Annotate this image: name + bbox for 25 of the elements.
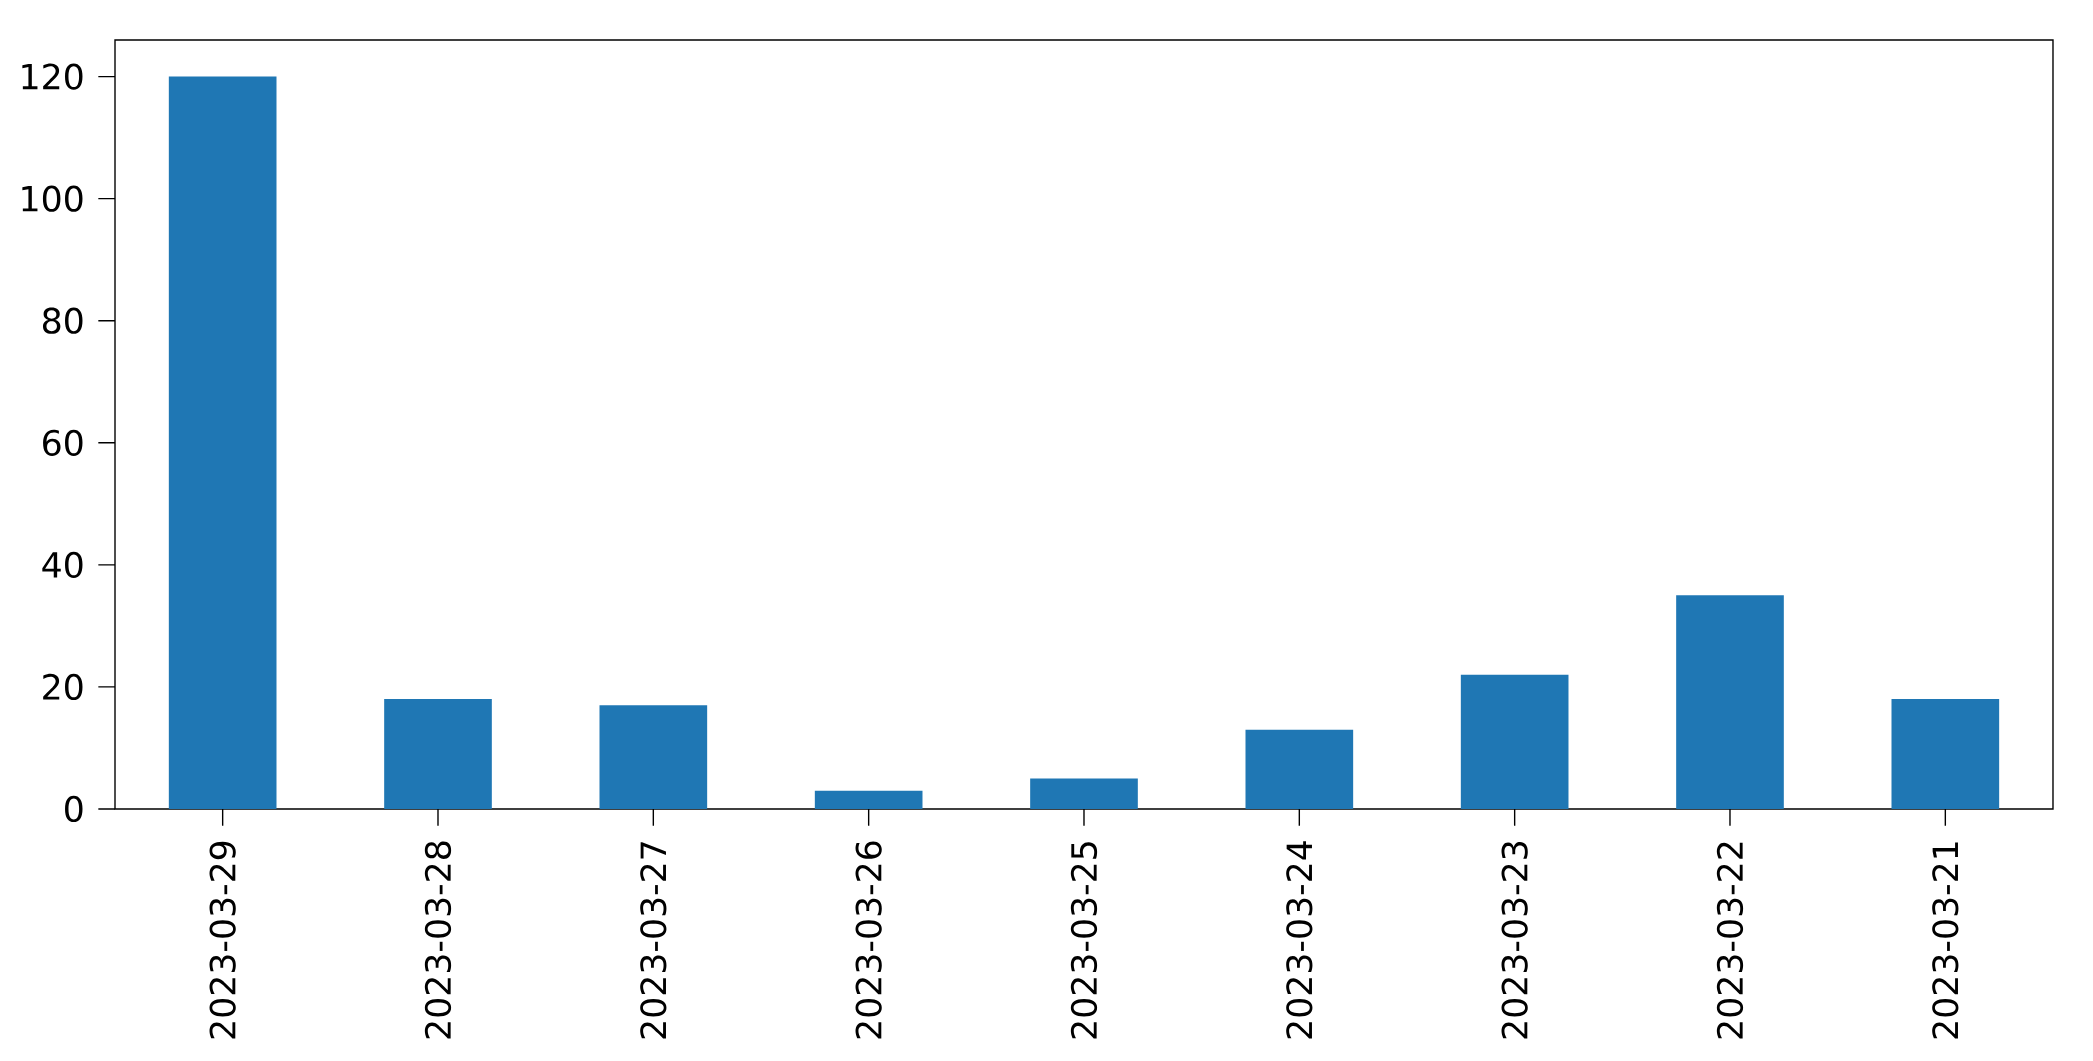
x-tick-label: 2023-03-23 [1501, 842, 1528, 1039]
bar [599, 705, 708, 809]
bar [1891, 699, 2000, 809]
x-tick-label: 2023-03-28 [424, 841, 452, 1039]
x-tick-label: 2023-03-26 [855, 841, 882, 1039]
x-tick-label: 2023-03-25 [1070, 842, 1098, 1039]
y-tick-label: 20 [43, 673, 83, 701]
bar [384, 699, 492, 809]
x-tick-label: 2023-03-27 [640, 842, 667, 1039]
y-tick-label: 0 [65, 795, 83, 823]
bar [814, 790, 923, 809]
y-tick-label: 40 [42, 551, 83, 578]
bar [1676, 595, 1784, 809]
x-tick-label: 2023-03-22 [1716, 842, 1744, 1039]
x-tick-label: 2023-03-21 [1932, 842, 1959, 1039]
x-tick-label: 2023-03-24 [1286, 841, 1313, 1039]
y-tick-label: 60 [43, 429, 83, 456]
bar [1460, 674, 1569, 809]
bar [1245, 729, 1354, 809]
y-tick-label: 100 [22, 185, 83, 212]
bar [168, 76, 277, 809]
x-tick-label: 2023-03-29 [209, 841, 236, 1039]
y-tick-label: 120 [22, 63, 83, 90]
y-tick-label: 80 [42, 307, 83, 334]
bar [1030, 778, 1138, 809]
